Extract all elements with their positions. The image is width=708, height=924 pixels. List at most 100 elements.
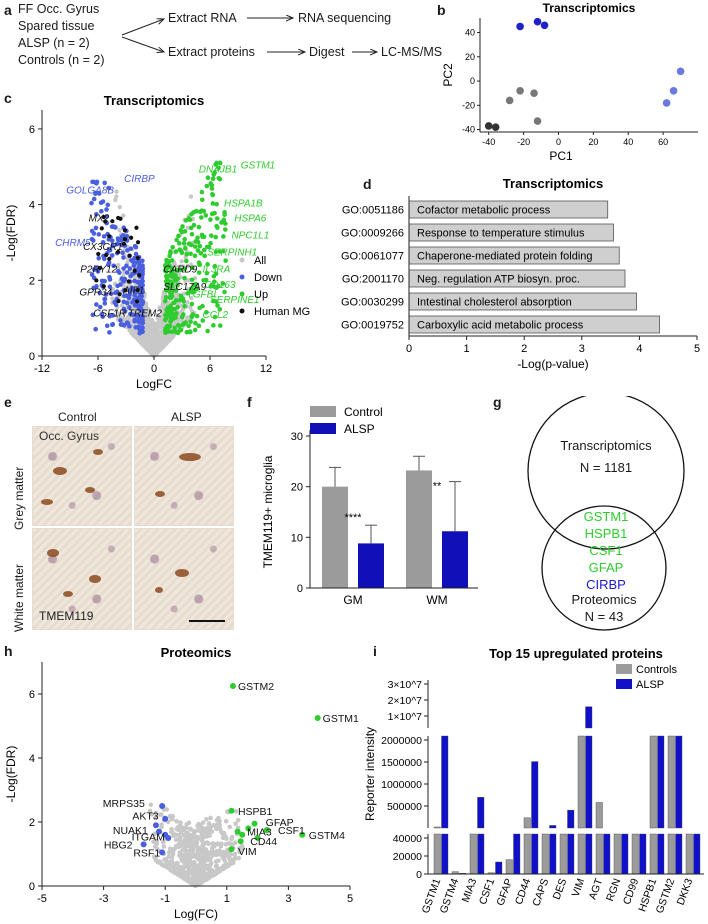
- volcano-h-point-up: [234, 828, 241, 835]
- volcano-c-point-up: [220, 248, 226, 254]
- volcano-c-point-up: [205, 175, 211, 181]
- volcano-h-point-all: [214, 826, 220, 832]
- volcano-h-y-tick-label: 6: [29, 689, 35, 701]
- volcano-c-point-down: [110, 322, 115, 328]
- volcano-c-point-mg: [132, 268, 137, 273]
- volcano-c-point-up: [197, 243, 203, 249]
- volcano-c-point-down: [102, 256, 107, 262]
- volcano-c-point-up: [209, 233, 214, 238]
- volcano-h-point-all: [201, 862, 207, 867]
- volcano-c-point-up: [223, 227, 228, 232]
- volcano-h-protein-label: VIM: [238, 846, 257, 858]
- f-x-tick-label: GM: [343, 593, 362, 607]
- volcano-c-point-down: [121, 299, 127, 305]
- volcano-h-protein-label: ITGAM: [132, 831, 165, 843]
- volcano-h-point-all: [220, 855, 226, 860]
- volcano-c-point-up: [213, 162, 219, 167]
- volcano-c-point-down: [95, 269, 101, 274]
- volcano-c-point-up: [201, 208, 207, 214]
- volcano-h-point-all: [202, 828, 207, 833]
- volcano-c-point-all: [181, 291, 187, 296]
- go-term-label: GO:0009266: [341, 228, 404, 240]
- volcano-c-point-down: [132, 243, 138, 249]
- volcano-c-point-up: [190, 289, 195, 295]
- ihc-panel: Control ALSP Grey matter White matter Oc…: [0, 396, 240, 634]
- volcano-c-point-mg: [116, 215, 121, 221]
- volcano-h-point-down: [156, 828, 163, 835]
- volcano-c-point-down: [97, 304, 103, 310]
- volcano-c-point-up: [193, 208, 199, 214]
- volcano-c-point-mg: [97, 265, 103, 271]
- i-bar: [549, 833, 557, 875]
- volcano-c-point-all: [117, 227, 122, 233]
- volcano-c-gene-label: GOLGA8B: [66, 185, 114, 196]
- volcano-h-point-all: [174, 818, 179, 824]
- volcano-c-gene-label: GSTM1: [241, 161, 275, 172]
- volcano-h-point-all: [233, 821, 238, 827]
- volcano-c-gene-label: CIRBP: [124, 174, 155, 185]
- volcano-c-point-down: [117, 270, 122, 275]
- volcano-c-point-down: [104, 323, 110, 329]
- volcano-c-point-up: [177, 247, 183, 252]
- volcano-c-point-all: [145, 312, 151, 318]
- volcano-h-point-all: [163, 856, 169, 862]
- i-bar: [469, 833, 477, 875]
- volcano-c-point-up: [204, 310, 209, 315]
- f-significance: ****: [344, 512, 362, 524]
- i-bar: [531, 761, 539, 829]
- volcano-c-point-down: [110, 243, 115, 249]
- f-y-tick-label: 30: [291, 431, 303, 443]
- go-bar-description: Response to temperature stimulus: [417, 228, 585, 240]
- f-y-tick-label: 20: [291, 482, 303, 494]
- i-bar: [595, 833, 603, 875]
- volcano-h-point-all: [201, 866, 206, 871]
- volcano-c-point-up: [209, 211, 215, 217]
- volcano-h-point-all: [172, 846, 177, 852]
- volcano-c-point-up: [184, 258, 189, 264]
- volcano-c-gene-label: P2RY12: [80, 265, 117, 276]
- volcano-c-point-mg: [104, 252, 109, 258]
- volcano-c-point-down: [104, 207, 109, 212]
- volcano-c-point-down: [89, 200, 94, 206]
- volcano-c-legend-marker: [239, 291, 245, 297]
- pca-point: [540, 21, 549, 30]
- volcano-c-point-up: [211, 273, 217, 279]
- volcano-c-point-mg: [101, 214, 106, 220]
- volcano-h-point-up: [237, 838, 244, 845]
- i-bar: [567, 833, 575, 875]
- volcano-c-point-all: [144, 339, 149, 345]
- volcano-c-point-down: [108, 291, 114, 297]
- volcano-c-gene-label: CARD9: [163, 265, 197, 276]
- volcano-c-legend-label: Down: [254, 272, 282, 284]
- volcano-c-point-up: [210, 201, 216, 206]
- i-bar: [585, 706, 593, 729]
- volcano-h-point-all: [206, 875, 211, 881]
- volcano-c-point-up: [168, 249, 173, 254]
- i-bar: [433, 833, 441, 875]
- volcano-h-point-all: [228, 852, 234, 857]
- volcano-c-point-all: [157, 314, 163, 320]
- i-bar: [505, 859, 513, 875]
- volcano-c-point-up: [209, 182, 215, 188]
- volcano-h-point-all: [232, 840, 238, 846]
- volcano-c-point-all: [154, 340, 159, 345]
- workflow-digest: Digest: [309, 45, 345, 59]
- volcano-c-point-down: [102, 180, 107, 186]
- volcano-h-point-all: [186, 820, 192, 826]
- volcano-c-point-up: [195, 235, 200, 241]
- i-bar: [549, 825, 557, 829]
- volcano-c-point-all: [146, 332, 152, 338]
- volcano-h-point-all: [200, 849, 205, 855]
- f-y-label: TMEM119+ microglia: [261, 455, 275, 568]
- go-x-tick-label: 2: [521, 343, 527, 355]
- i-bar: [657, 833, 665, 875]
- ihc-image-control-grey: Occ. Gyrus: [32, 426, 132, 526]
- volcano-h-point-all: [200, 835, 206, 841]
- volcano-c-y-tick-label: 6: [29, 124, 35, 136]
- volcano-h-point-all: [224, 809, 230, 814]
- volcano-c-point-down: [121, 255, 126, 260]
- pca-y-label: PC2: [441, 63, 455, 87]
- volcano-c-point-up: [168, 292, 173, 298]
- volcano-h-point-all: [149, 812, 155, 817]
- i-bar: [477, 797, 485, 829]
